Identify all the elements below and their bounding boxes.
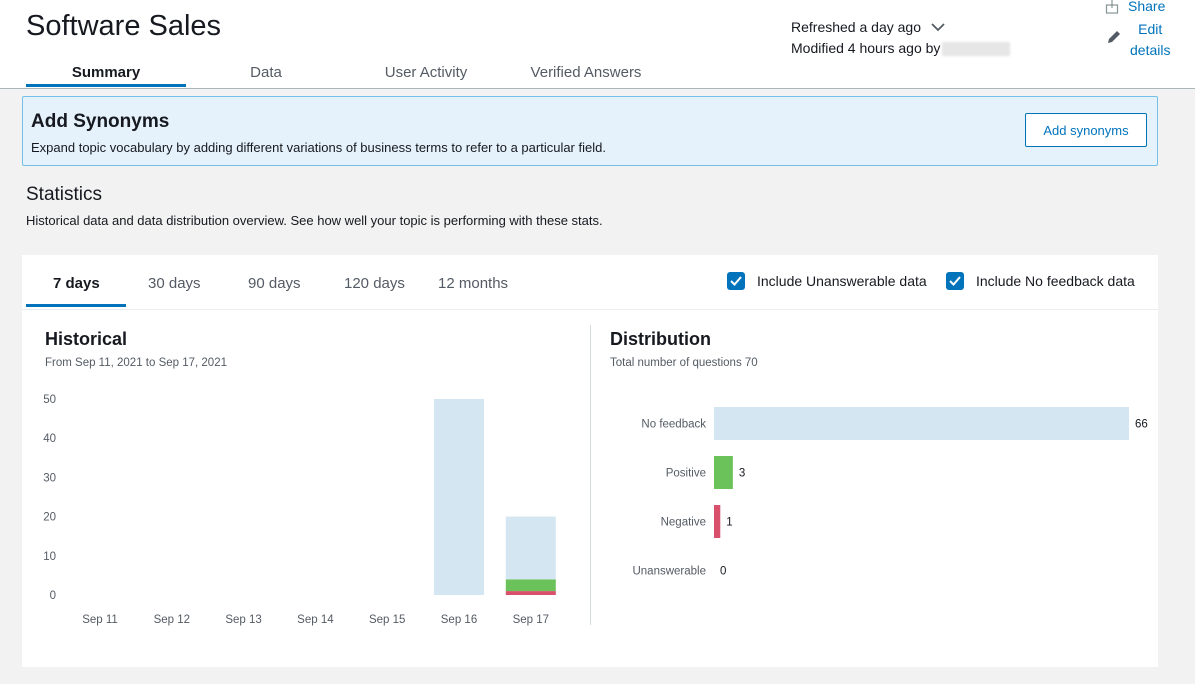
- panel-divider: [590, 325, 591, 625]
- historical-subtitle: From Sep 11, 2021 to Sep 17, 2021: [45, 357, 227, 369]
- value-label: 3: [739, 468, 745, 480]
- category-label: Positive: [666, 468, 706, 480]
- historical-chart: 0 10 20 30 40 50 Sep 11 Sep 12 Sep 13 Sep 14 Sep 1…: [43, 394, 556, 626]
- details-label[interactable]: details: [1130, 42, 1171, 58]
- redacted-username: [942, 42, 1011, 57]
- category-label: No feedback: [641, 419, 706, 431]
- share-link[interactable]: Share: [1128, 0, 1166, 14]
- include-unanswerable-label[interactable]: Include Unanswerable data: [757, 273, 927, 289]
- category-label: Negative: [661, 517, 706, 529]
- active-range-indicator: [26, 304, 126, 307]
- distribution-subtitle: Total number of questions 70: [610, 357, 758, 369]
- chevron-down-icon[interactable]: [930, 20, 946, 34]
- x-tick-label: Sep 14: [297, 614, 334, 626]
- modified-status: Modified 4 hours ago by: [791, 40, 1011, 57]
- range-tabs: 7 days 30 days 90 days 120 days 12 month…: [22, 255, 1158, 310]
- distribution-title: Distribution: [610, 329, 711, 349]
- y-tick-label: 10: [43, 551, 56, 563]
- y-tick-label: 50: [43, 394, 56, 406]
- bar-segment: [505, 579, 556, 592]
- y-tick-label: 20: [43, 512, 56, 524]
- value-label: 66: [1135, 419, 1148, 431]
- include-no-feedback-checkbox[interactable]: [946, 272, 964, 290]
- distribution-chart: No feedback 66 Positive 3 Negative 1 Unanswera…: [632, 407, 1148, 578]
- distribution-bar: [714, 456, 733, 489]
- statistics-title: Statistics: [26, 184, 103, 205]
- bar-segment: [505, 591, 556, 595]
- include-no-feedback-label[interactable]: Include No feedback data: [976, 273, 1135, 289]
- tab-user-activity[interactable]: User Activity: [384, 64, 468, 81]
- page-title: Software Sales: [26, 10, 222, 42]
- category-label: Unanswerable: [632, 566, 706, 578]
- tab-90-days[interactable]: 90 days: [248, 275, 301, 292]
- bar-segment: [505, 516, 556, 580]
- statistics-description: Historical data and data distribution ov…: [26, 213, 603, 228]
- tab-120-days[interactable]: 120 days: [344, 275, 405, 292]
- y-tick-label: 40: [43, 433, 56, 445]
- tab-summary[interactable]: Summary: [71, 64, 141, 81]
- banner-title: Add Synonyms: [31, 111, 170, 132]
- checkmark-icon: [949, 276, 961, 286]
- y-tick-label: 30: [43, 472, 56, 484]
- edit-label[interactable]: Edit: [1138, 21, 1163, 37]
- x-tick-label: Sep 17: [513, 614, 549, 626]
- share-icon[interactable]: [1105, 0, 1119, 14]
- historical-title: Historical: [45, 329, 128, 349]
- edit-details-link[interactable]: Edit details: [1130, 19, 1170, 61]
- page-header: Software Sales Summary Data User Activit…: [0, 0, 1195, 89]
- tab-data[interactable]: Data: [250, 64, 282, 81]
- banner-description: Expand topic vocabulary by adding differ…: [31, 140, 606, 155]
- add-synonyms-button[interactable]: Add synonyms: [1025, 113, 1147, 147]
- add-synonyms-banner: Add Synonyms Expand topic vocabulary by …: [22, 96, 1158, 166]
- value-label: 0: [720, 566, 726, 578]
- tab-30-days[interactable]: 30 days: [148, 275, 201, 292]
- include-unanswerable-checkbox[interactable]: [727, 272, 745, 290]
- bar-segment: [434, 399, 484, 595]
- value-label: 1: [726, 517, 732, 529]
- active-tab-indicator: [26, 84, 186, 87]
- distribution-bar: [714, 505, 721, 538]
- tab-verified-answers[interactable]: Verified Answers: [530, 64, 642, 81]
- pencil-icon[interactable]: [1105, 28, 1123, 46]
- x-tick-label: Sep 12: [154, 614, 190, 626]
- refreshed-status: Refreshed a day ago: [791, 19, 921, 35]
- x-tick-label: Sep 15: [369, 614, 405, 626]
- tab-7-days[interactable]: 7 days: [53, 275, 100, 292]
- y-tick-label: 0: [50, 590, 56, 602]
- x-tick-label: Sep 13: [225, 614, 261, 626]
- modified-text: Modified 4 hours ago by: [791, 40, 941, 56]
- tab-12-months[interactable]: 12 months: [438, 275, 509, 292]
- checkmark-icon: [730, 276, 742, 286]
- x-tick-label: Sep 16: [441, 614, 477, 626]
- statistics-card: 7 days 30 days 90 days 120 days 12 month…: [22, 255, 1158, 667]
- x-tick-label: Sep 11: [82, 614, 118, 626]
- distribution-bar: [714, 407, 1129, 440]
